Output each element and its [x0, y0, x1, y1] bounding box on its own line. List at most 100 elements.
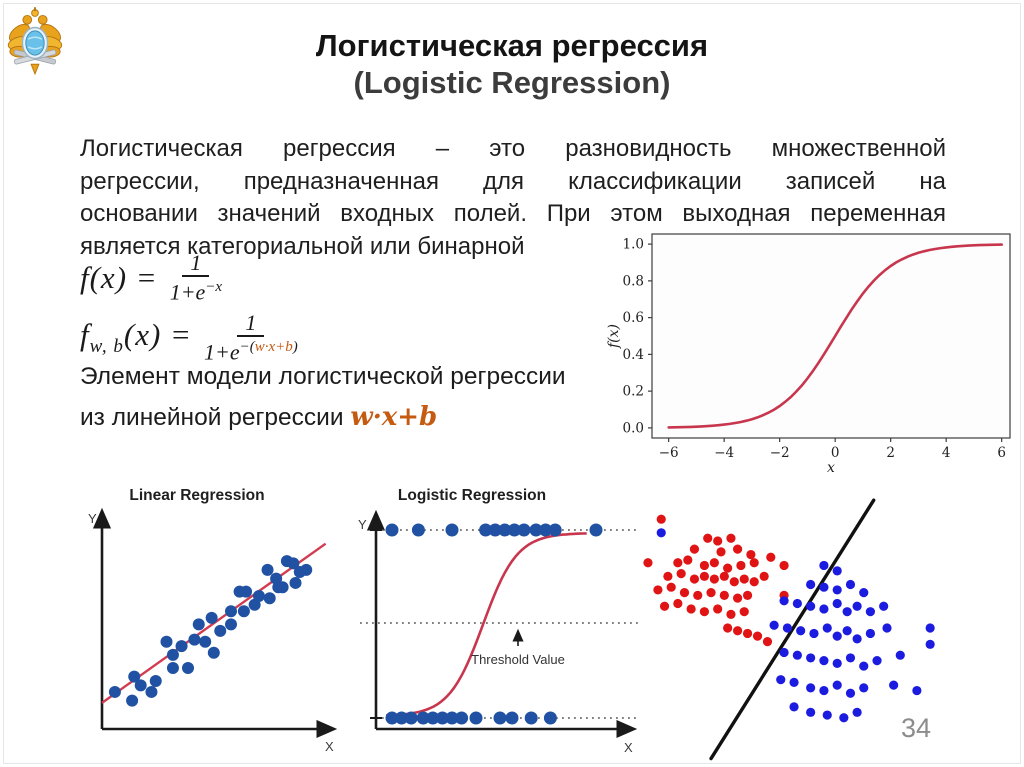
class-blue-point — [889, 680, 899, 690]
data-point — [199, 635, 212, 648]
data-point — [252, 590, 265, 603]
formula-block: f(x) = 1 1+e−x fw, b(x) = 1 1+e−(w·x+b) — [80, 250, 300, 370]
class-blue-point — [806, 707, 816, 717]
class-blue-point — [656, 528, 666, 538]
fraction: 1 1+e−x — [168, 250, 224, 306]
class-red-point — [726, 533, 736, 543]
class-blue-point — [879, 601, 889, 611]
class-red-point — [699, 607, 709, 617]
class-blue-point — [782, 623, 792, 633]
class-blue-point — [776, 675, 786, 685]
svg-text:0.4: 0.4 — [623, 347, 644, 363]
class-1-point — [488, 523, 502, 537]
data-point — [182, 661, 194, 674]
data-point — [108, 685, 121, 698]
threshold-label: Threshold Value — [471, 652, 565, 667]
x-axis-label: X — [325, 739, 334, 754]
class-0-point — [543, 711, 557, 725]
class-red-point — [719, 590, 729, 600]
class-red-point — [709, 574, 719, 584]
intro-paragraph: Логистическая регрессия – это разновидно… — [80, 133, 946, 263]
data-point — [188, 633, 201, 646]
data-point — [160, 635, 173, 648]
formula-lhs: f(x) = — [80, 260, 158, 295]
class-red-point — [709, 558, 719, 568]
class-blue-point — [819, 582, 829, 592]
sigmoid-curve — [386, 532, 587, 717]
class-blue-point — [832, 658, 842, 668]
fraction: 1 1+e−(w·x+b) — [202, 310, 300, 366]
class-blue-point — [859, 588, 869, 598]
class-red-point — [759, 571, 769, 581]
class-1-point — [517, 523, 531, 537]
data-point — [300, 563, 313, 576]
class-blue-point — [839, 713, 849, 723]
exp-highlight: w·x+b — [254, 339, 293, 356]
class-0-point — [416, 711, 430, 725]
class-blue-point — [819, 656, 829, 666]
class-blue-point — [925, 623, 935, 633]
class-red-point — [766, 552, 776, 562]
class-1-point — [445, 523, 459, 537]
class-blue-point — [859, 683, 869, 693]
class-1-point — [479, 523, 493, 537]
y-axis-label: Y — [88, 511, 97, 526]
class-blue-point — [925, 639, 935, 649]
chart-title: Logistic Regression — [398, 487, 546, 504]
exp-suffix: ) — [292, 339, 298, 356]
class-red-point — [733, 626, 743, 636]
exp-prefix: −( — [239, 339, 255, 356]
data-point — [276, 581, 289, 594]
class-blue-point — [806, 579, 816, 590]
svg-text:0.8: 0.8 — [623, 273, 644, 289]
class-red-point — [739, 607, 749, 617]
note-line-2: из линейной регрессии w·x+b — [80, 397, 566, 438]
class-blue-point — [792, 598, 802, 609]
class-red-point — [723, 623, 733, 633]
data-point — [128, 670, 141, 683]
class-1-point — [548, 523, 562, 537]
class-0-point — [455, 711, 469, 725]
class-blue-point — [872, 656, 882, 666]
data-point — [166, 648, 179, 661]
class-red-point — [752, 631, 763, 641]
class-red-point — [673, 558, 683, 568]
page-title: Логистическая регрессия (Logistic Regres… — [0, 28, 1024, 101]
data-point — [287, 557, 300, 570]
formula-sigmoid: f(x) = 1 1+e−x — [80, 250, 300, 306]
svg-text:0.2: 0.2 — [623, 384, 644, 400]
class-blue-point — [832, 585, 842, 595]
class-red-point — [659, 601, 670, 611]
decision-boundary-line — [709, 498, 876, 761]
intro-line: Логистическая регрессия – это разновидно… — [80, 135, 946, 162]
x-axis-label: x — [827, 460, 835, 476]
svg-text:0.0: 0.0 — [623, 420, 644, 436]
intro-line: основании значений входных полей. При эт… — [80, 200, 946, 227]
data-point — [225, 618, 237, 631]
ministry-emblem-logo — [7, 7, 63, 76]
class-1-point — [498, 523, 512, 537]
class-red-point — [689, 574, 700, 584]
class-red-point — [719, 571, 729, 581]
formula-sigmoid-parametric: fw, b(x) = 1 1+e−(w·x+b) — [80, 310, 300, 366]
class-red-point — [729, 577, 739, 587]
data-point — [240, 585, 253, 598]
class-red-point — [663, 571, 673, 581]
class-red-point — [713, 604, 723, 614]
class-red-point — [762, 637, 773, 647]
class-red-point — [742, 590, 753, 600]
data-point — [214, 624, 227, 637]
class-blue-point — [779, 596, 789, 606]
data-point — [192, 618, 205, 631]
class-1-point — [507, 523, 521, 537]
class-blue-point — [912, 685, 922, 696]
class-red-point — [703, 533, 713, 543]
class-0-point — [395, 711, 409, 725]
class-red-point — [723, 563, 733, 573]
numerator: 1 — [237, 310, 265, 338]
svg-text:4: 4 — [942, 445, 951, 461]
class-1-point — [529, 523, 543, 537]
note-wxb-term: w·x+b — [350, 402, 438, 432]
class-red-point — [733, 544, 743, 554]
